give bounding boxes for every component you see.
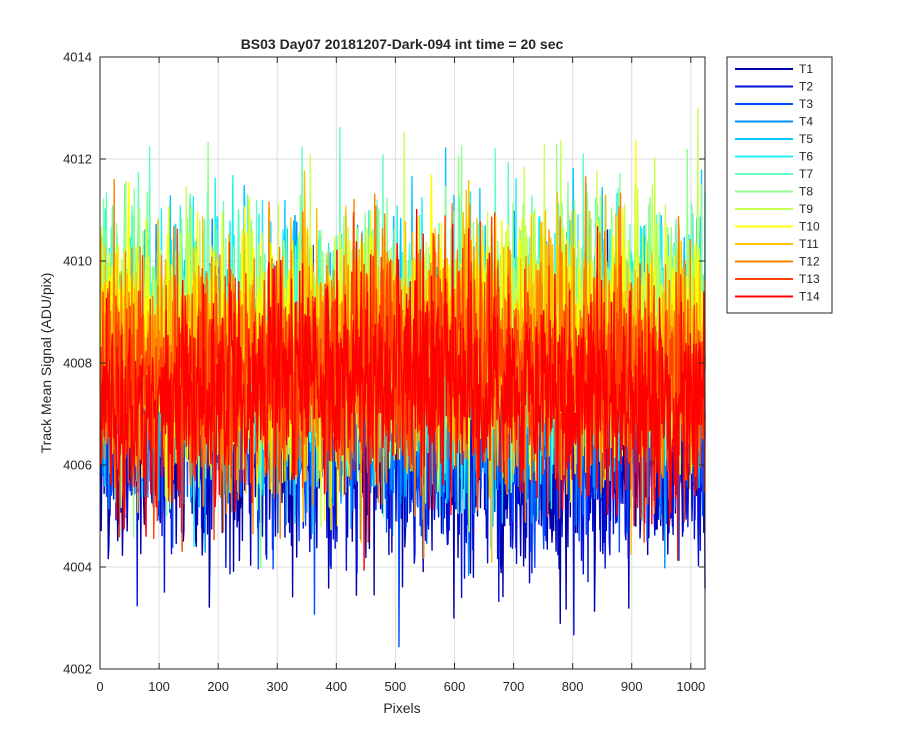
y-tick-label: 4002 bbox=[63, 662, 92, 677]
x-axis-label: Pixels bbox=[383, 700, 420, 716]
x-tick-label: 300 bbox=[266, 679, 288, 694]
legend-label-t8: T8 bbox=[799, 185, 813, 199]
legend-label-t12: T12 bbox=[799, 255, 820, 269]
x-tick-label: 1000 bbox=[676, 679, 705, 694]
series-lines bbox=[99, 107, 706, 648]
y-tick-label: 4008 bbox=[63, 356, 92, 371]
x-tick-label: 100 bbox=[148, 679, 170, 694]
x-tick-label: 900 bbox=[621, 679, 643, 694]
legend-label-t5: T5 bbox=[799, 132, 813, 146]
legend-label-t3: T3 bbox=[799, 97, 813, 111]
legend-label-t13: T13 bbox=[799, 272, 820, 286]
legend-label-t2: T2 bbox=[799, 80, 813, 94]
x-tick-label: 400 bbox=[325, 679, 347, 694]
legend-label-t7: T7 bbox=[799, 167, 813, 181]
x-tick-label: 200 bbox=[207, 679, 229, 694]
series-line-t14 bbox=[99, 209, 706, 571]
y-tick-label: 4012 bbox=[63, 152, 92, 167]
y-tick-label: 4010 bbox=[63, 254, 92, 269]
y-axis-label: Track Mean Signal (ADU/pix) bbox=[38, 273, 54, 454]
x-tick-label: 700 bbox=[503, 679, 525, 694]
y-tick-label: 4014 bbox=[63, 50, 92, 65]
legend-label-t1: T1 bbox=[799, 62, 813, 76]
y-tick-label: 4004 bbox=[63, 560, 92, 575]
legend-label-t10: T10 bbox=[799, 220, 820, 234]
x-tick-label: 800 bbox=[562, 679, 584, 694]
x-tick-label: 0 bbox=[96, 679, 103, 694]
legend-label-t4: T4 bbox=[799, 115, 813, 129]
x-tick-label: 500 bbox=[385, 679, 407, 694]
legend-label-t11: T11 bbox=[799, 237, 819, 251]
legend-label-t6: T6 bbox=[799, 150, 813, 164]
legend-label-t14: T14 bbox=[799, 290, 820, 304]
y-tick-label: 4006 bbox=[63, 458, 92, 473]
x-tick-label: 600 bbox=[444, 679, 466, 694]
legend-box bbox=[726, 56, 833, 314]
legend-label-t9: T9 bbox=[799, 202, 813, 216]
axis-ticks: 0 100 200 300 400 500 600 700 800 900 1000 4002 4004… bbox=[63, 50, 705, 695]
legend: T1 T2 T3 T4 T5 T6 T7 T8 T9 T10 T11 T12 T13 T14 bbox=[726, 56, 833, 314]
chart-title: BS03 Day07 20181207-Dark-094 int time = … bbox=[241, 36, 564, 52]
